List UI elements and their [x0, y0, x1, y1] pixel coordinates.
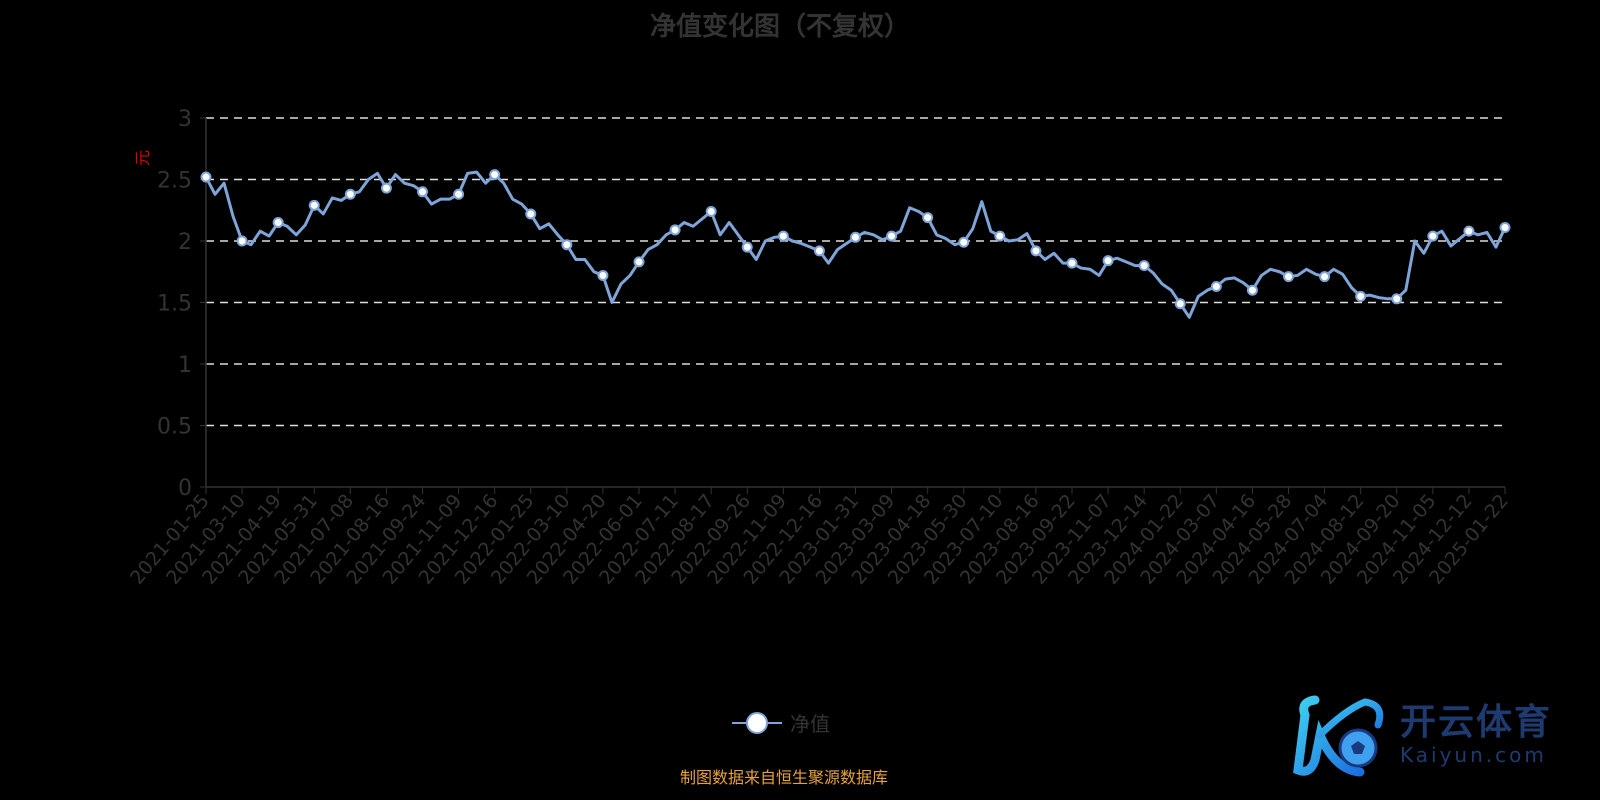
y-axis-label: 元	[133, 150, 152, 166]
data-point	[1246, 284, 1258, 296]
data-point	[236, 235, 248, 247]
data-point	[272, 217, 284, 229]
legend-marker-icon	[732, 711, 782, 734]
data-point	[453, 188, 465, 200]
logo-k-ball-icon	[1293, 695, 1384, 777]
data-point	[813, 245, 825, 257]
legend-item[interactable]: 净值	[732, 708, 830, 737]
data-point	[777, 230, 789, 242]
logo-text-en: Kaiyun.com	[1400, 743, 1547, 767]
y-tick-label: 2	[178, 230, 192, 255]
data-point	[633, 256, 645, 268]
data-point	[489, 169, 501, 181]
data-point	[308, 199, 320, 211]
data-point	[1391, 293, 1403, 305]
data-point	[705, 205, 717, 217]
line-chart: 00.511.522.53元2021-01-252021-03-102021-0…	[126, 107, 1513, 589]
logo-text-cn: 开云体育	[1400, 702, 1553, 743]
data-point	[1355, 290, 1367, 302]
data-point	[1174, 298, 1186, 310]
data-point	[1283, 271, 1294, 283]
source-note: 制图数据来自恒生聚源数据库	[679, 768, 888, 787]
data-point	[1427, 230, 1439, 242]
data-point	[741, 241, 753, 253]
data-point	[417, 186, 428, 198]
y-tick-label: 0	[178, 476, 192, 501]
legend-label: 净值	[790, 712, 830, 736]
data-point	[922, 212, 934, 224]
logo: 开云体育 Kaiyun.com	[1290, 690, 1552, 780]
data-point	[561, 239, 573, 251]
data-point	[200, 171, 212, 183]
data-point	[525, 208, 537, 220]
data-point	[597, 269, 609, 281]
data-point	[1210, 281, 1222, 293]
y-tick-label: 0.5	[157, 415, 192, 440]
data-point	[886, 230, 898, 242]
data-point	[1463, 225, 1475, 237]
chart-title: 净值变化图（不复权）	[649, 12, 910, 42]
data-point	[1030, 245, 1042, 257]
y-tick-label: 1.5	[157, 292, 192, 317]
data-point	[1138, 260, 1150, 272]
data-point	[1319, 271, 1331, 283]
data-point	[1499, 221, 1511, 233]
y-tick-label: 3	[178, 107, 192, 132]
data-point	[850, 231, 861, 243]
y-tick-label: 1	[178, 353, 192, 378]
y-tick-label: 2.5	[157, 169, 192, 194]
data-point	[994, 230, 1006, 242]
data-point	[1102, 255, 1114, 267]
data-point	[1066, 257, 1078, 269]
data-point	[958, 236, 970, 248]
series-line	[204, 170, 1507, 319]
data-point	[380, 182, 392, 194]
data-point	[669, 224, 681, 236]
data-point	[344, 188, 356, 200]
